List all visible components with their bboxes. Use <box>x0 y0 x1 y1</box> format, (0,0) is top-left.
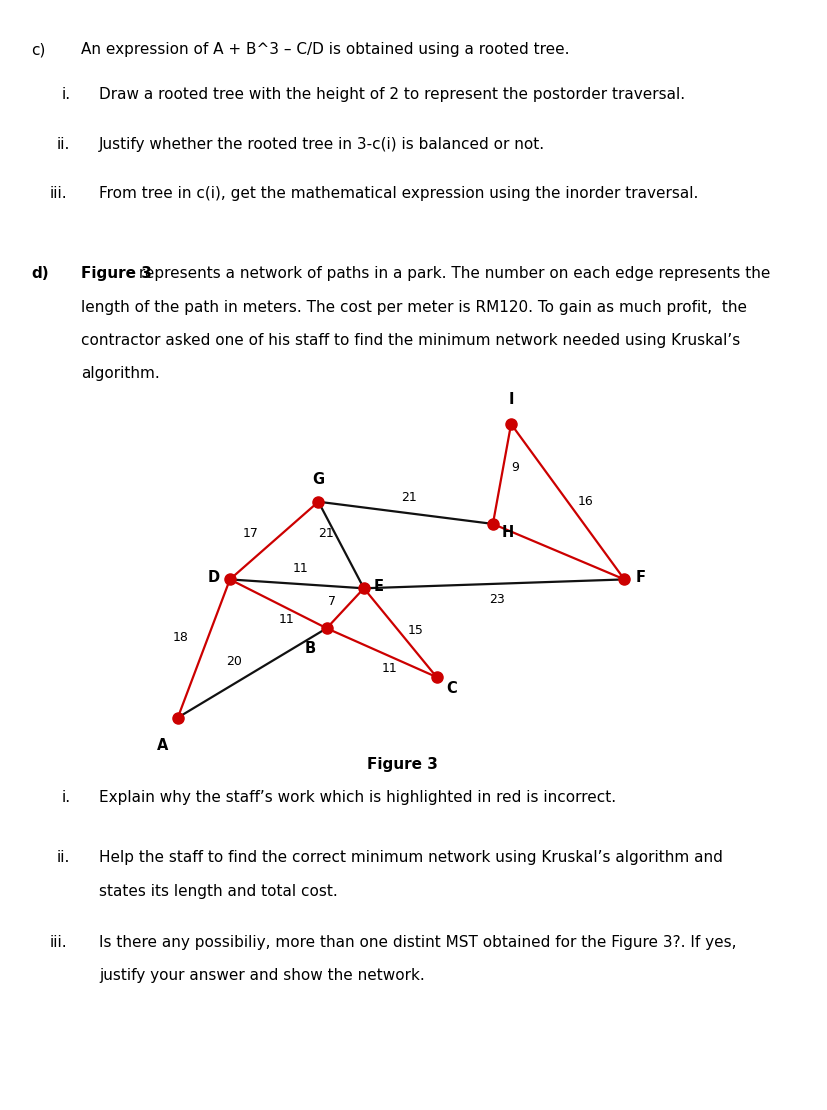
Text: H: H <box>502 525 514 541</box>
Text: I: I <box>509 392 514 407</box>
Text: Help the staff to find the correct minimum network using Kruskal’s algorithm and: Help the staff to find the correct minim… <box>99 850 723 866</box>
Text: D: D <box>208 569 219 585</box>
Text: 21: 21 <box>318 527 334 541</box>
Text: contractor asked one of his staff to find the minimum network needed using Krusk: contractor asked one of his staff to fin… <box>81 333 740 349</box>
Text: ii.: ii. <box>56 850 69 866</box>
Text: E: E <box>374 578 384 594</box>
Text: F: F <box>636 569 646 585</box>
Text: Is there any possibiliy, more than one distint MST obtained for the Figure 3?. I: Is there any possibiliy, more than one d… <box>99 935 737 950</box>
Text: 17: 17 <box>243 527 259 541</box>
Text: ii.: ii. <box>56 137 69 152</box>
Text: 16: 16 <box>578 495 594 508</box>
Text: Explain why the staff’s work which is highlighted in red is incorrect.: Explain why the staff’s work which is hi… <box>99 790 616 806</box>
Text: From tree in c(i), get the mathematical expression using the inorder traversal.: From tree in c(i), get the mathematical … <box>99 186 699 202</box>
Text: i.: i. <box>62 790 71 806</box>
Text: iii.: iii. <box>50 186 67 202</box>
Text: d): d) <box>31 266 49 282</box>
Text: 11: 11 <box>292 562 308 575</box>
Text: justify your answer and show the network.: justify your answer and show the network… <box>99 968 425 983</box>
Text: B: B <box>304 640 316 656</box>
Text: Justify whether the rooted tree in 3-c(i) is balanced or not.: Justify whether the rooted tree in 3-c(i… <box>99 137 545 152</box>
Text: 21: 21 <box>401 491 417 504</box>
Text: 11: 11 <box>279 613 294 626</box>
Text: 11: 11 <box>382 662 398 675</box>
Text: G: G <box>313 472 324 487</box>
Text: An expression of A + B^3 – C/D is obtained using a rooted tree.: An expression of A + B^3 – C/D is obtain… <box>81 42 570 58</box>
Text: c): c) <box>31 42 45 58</box>
Text: states its length and total cost.: states its length and total cost. <box>99 884 338 899</box>
Text: 15: 15 <box>407 624 423 637</box>
Text: length of the path in meters. The cost per meter is RM120. To gain as much profi: length of the path in meters. The cost p… <box>81 300 747 315</box>
Text: 20: 20 <box>226 655 242 668</box>
Text: Draw a rooted tree with the height of 2 to represent the postorder traversal.: Draw a rooted tree with the height of 2 … <box>99 87 686 102</box>
Text: 23: 23 <box>490 593 505 606</box>
Text: 18: 18 <box>173 630 189 644</box>
Text: represents a network of paths in a park. The number on each edge represents the: represents a network of paths in a park.… <box>133 266 770 282</box>
Text: 9: 9 <box>511 461 519 474</box>
Text: i.: i. <box>62 87 71 102</box>
Text: iii.: iii. <box>50 935 67 950</box>
Text: C: C <box>447 680 457 696</box>
Text: 7: 7 <box>328 595 336 608</box>
Text: A: A <box>157 738 169 753</box>
Text: Figure 3: Figure 3 <box>81 266 152 282</box>
Text: Figure 3: Figure 3 <box>367 757 438 773</box>
Text: algorithm.: algorithm. <box>81 366 160 382</box>
